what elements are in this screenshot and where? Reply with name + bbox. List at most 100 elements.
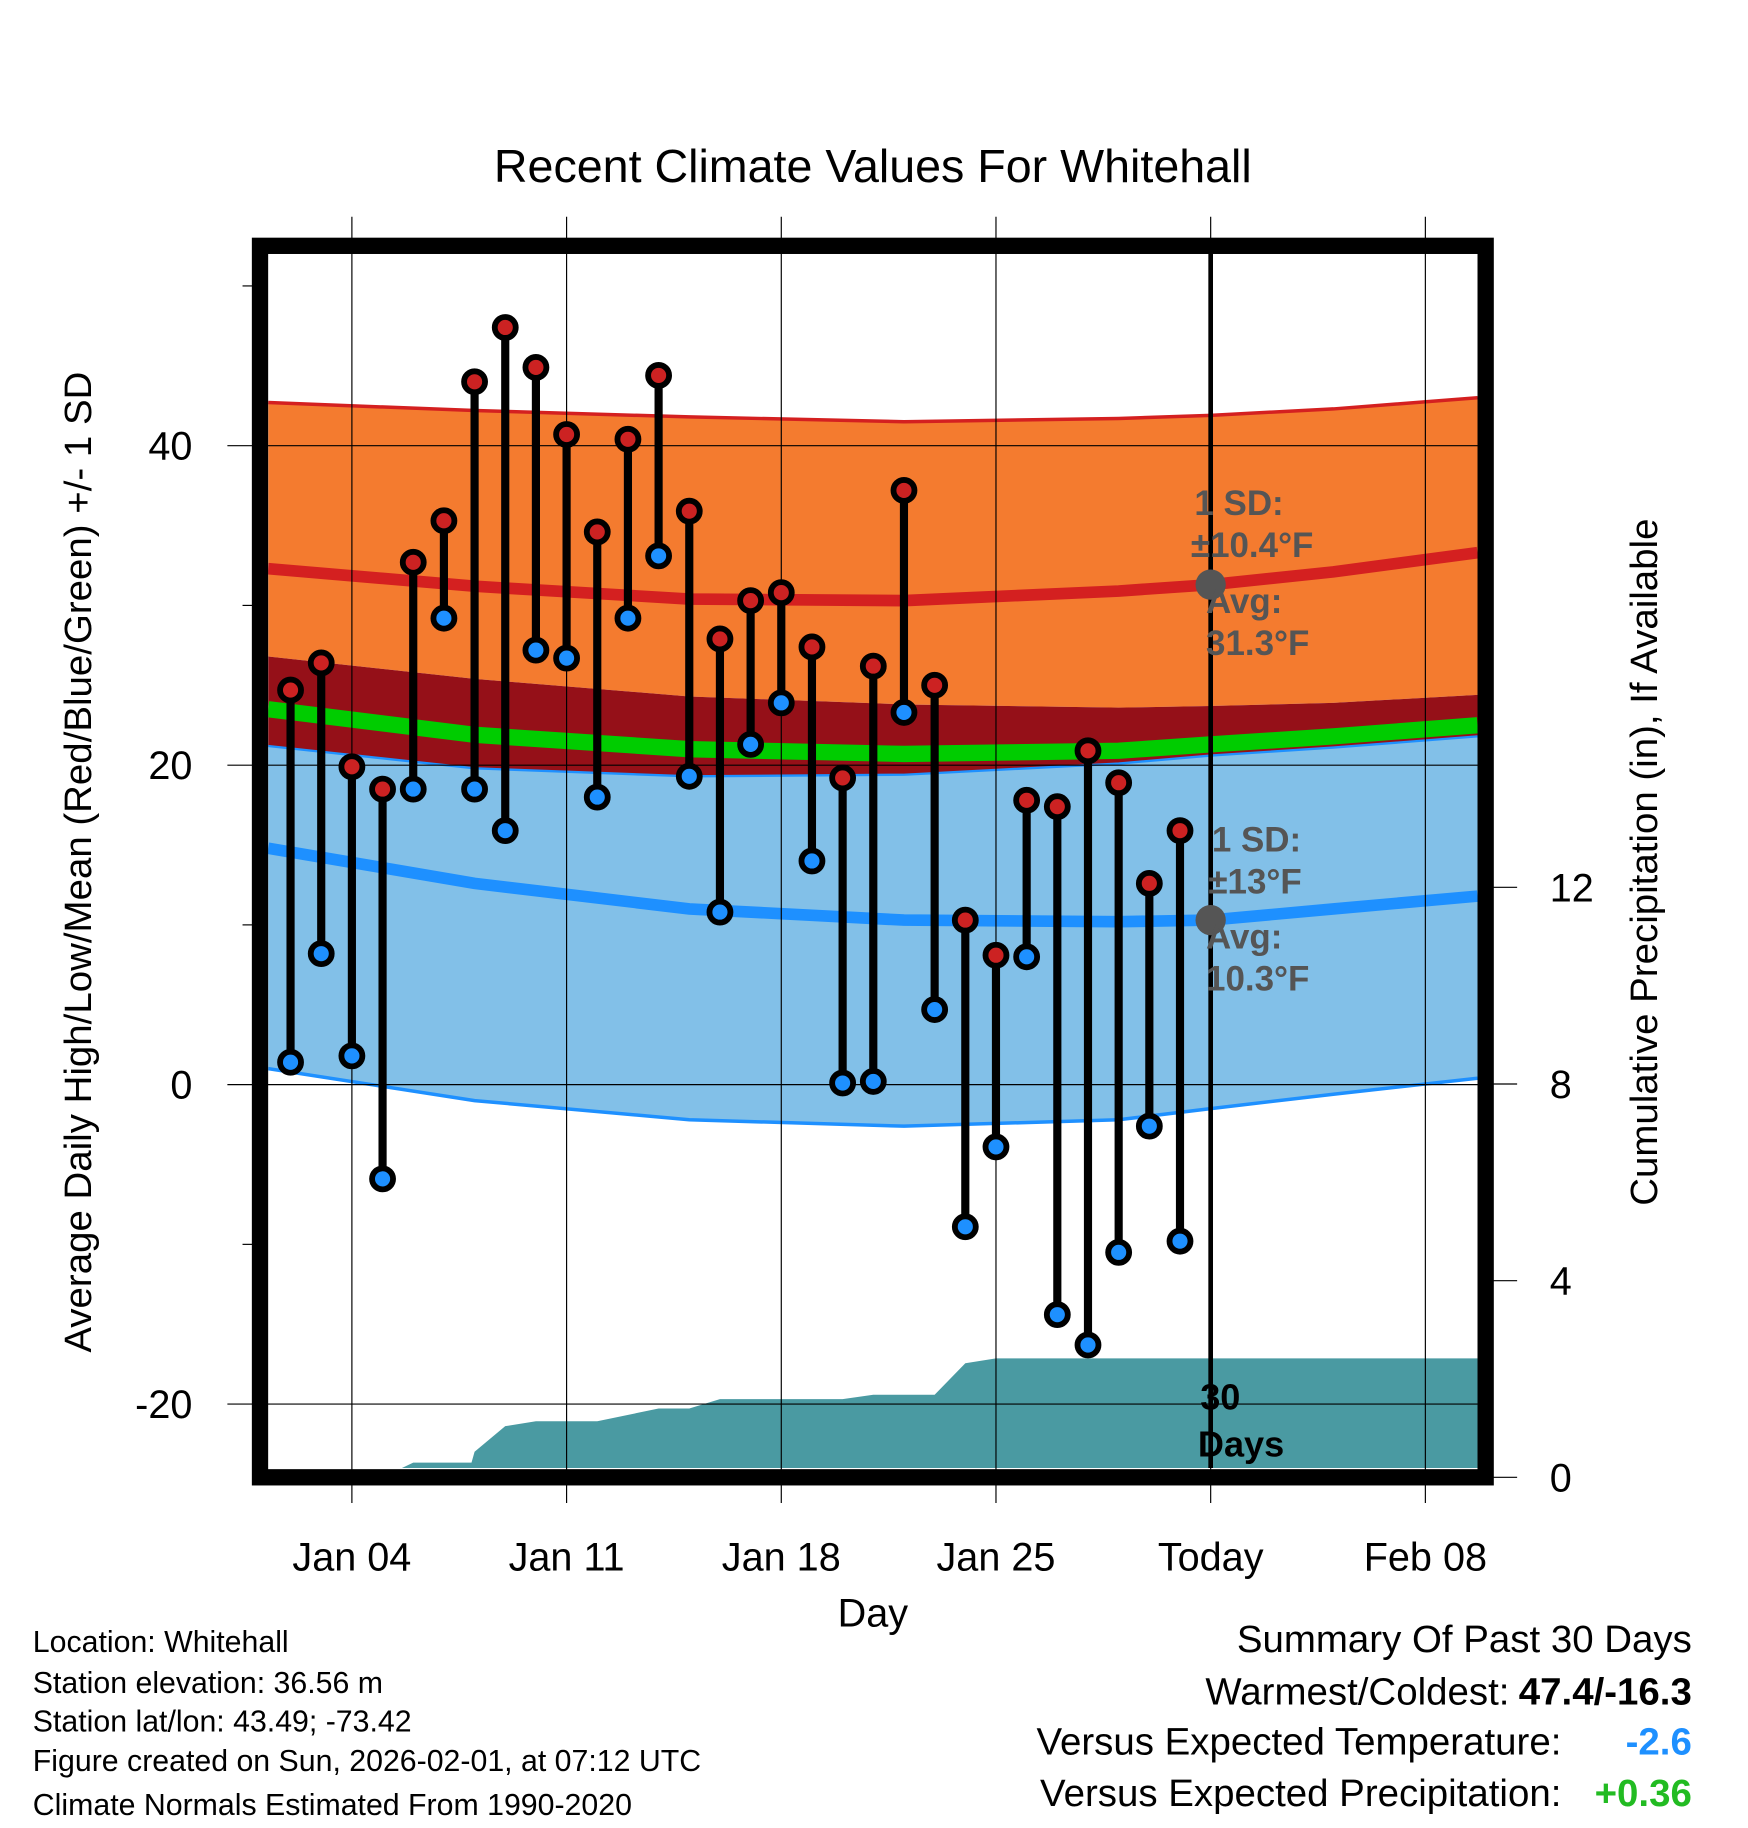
y2-axis-label: Cumulative Precipitation (in), If Availa… — [1623, 519, 1666, 1206]
low-sd-label: 1 SD: — [1212, 821, 1301, 860]
high-temp-point — [1074, 737, 1102, 765]
x-tick-label: Jan 11 — [509, 1536, 625, 1580]
y-axis-label: Average Daily High/Low/Mean (Red/Blue/Gr… — [57, 372, 100, 1353]
low-temp-point — [553, 644, 580, 672]
high-temp-point — [675, 497, 703, 525]
low-temp-point — [675, 762, 703, 790]
low-temp-point — [798, 847, 826, 875]
low-temp-point — [583, 783, 611, 811]
summary-warmest: Warmest/Coldest: 47.4/-16.3 — [1205, 1671, 1691, 1714]
temp-value: -2.6 — [1626, 1721, 1692, 1764]
high-temp-point — [982, 941, 1010, 969]
footer-elevation: Station elevation: 36.56 m — [33, 1667, 383, 1700]
low-temp-point — [277, 1048, 304, 1076]
y-tick-label: 40 — [148, 425, 192, 469]
high-temp-point — [553, 421, 580, 448]
footer: Location: Whitehall Station elevation: 3… — [33, 1626, 701, 1822]
footer-location: Location: Whitehall — [33, 1626, 289, 1659]
high-temp-point — [706, 625, 734, 653]
low-temp-point — [461, 775, 488, 803]
high-temp-point — [645, 361, 672, 389]
low-temp-point — [1105, 1238, 1133, 1266]
low-lower-line — [268, 1066, 1478, 1128]
high-temp-point — [737, 587, 765, 615]
y-tick-label: 20 — [148, 744, 192, 788]
data-marks — [277, 314, 1194, 1359]
summary-title: Summary Of Past 30 Days — [1237, 1618, 1692, 1661]
plot-frame — [251, 237, 1494, 1486]
low-temp-point — [921, 996, 949, 1023]
high-avg-label: Avg: — [1206, 582, 1282, 621]
x-tick-label: Today — [1158, 1536, 1264, 1580]
x-tick-label: Jan 18 — [722, 1536, 841, 1580]
warmest-label: Warmest/Coldest: — [1205, 1671, 1509, 1714]
high-temp-point — [399, 548, 427, 576]
low-temp-point — [430, 604, 458, 632]
y2-tick-label: 0 — [1550, 1456, 1572, 1500]
high-temp-point — [1166, 817, 1194, 845]
low-temp-point — [951, 1213, 979, 1241]
chart-title: Recent Climate Values For Whitehall — [494, 140, 1252, 192]
high-temp-point — [583, 518, 611, 546]
high-mean-line — [268, 546, 1478, 607]
footer-latlon: Station lat/lon: 43.49; -73.42 — [33, 1705, 412, 1738]
low-temp-point — [522, 636, 550, 664]
high-temp-point — [798, 633, 826, 661]
low-temp-point — [737, 730, 765, 758]
summary: Summary Of Past 30 Days Warmest/Coldest:… — [1036, 1618, 1691, 1815]
high-temp-point — [1043, 793, 1071, 821]
high-upper-line — [268, 396, 1478, 424]
y2-tick-label: 4 — [1550, 1260, 1572, 1304]
high-temp-point — [338, 753, 366, 781]
low-temp-point — [369, 1165, 396, 1193]
x-tick-label: Jan 04 — [292, 1536, 411, 1580]
low-temp-point — [1074, 1331, 1102, 1359]
days-label-text: Days — [1198, 1423, 1284, 1464]
precip-value: +0.36 — [1595, 1772, 1692, 1815]
high-temp-point — [307, 649, 335, 677]
mean-line — [268, 701, 1478, 763]
axes: Jan 04 Jan 11 Jan 18 Jan 25 Today Feb 0840200… — [135, 285, 1594, 1580]
footer-normals: Climate Normals Estimated From 1990-2020 — [33, 1789, 632, 1822]
low-mean-line — [268, 842, 1478, 928]
low-temp-point — [1013, 943, 1041, 971]
precip-label: Versus Expected Precipitation: — [1040, 1772, 1561, 1815]
footer-created: Figure created on Sun, 2026-02-01, at 07… — [33, 1745, 701, 1778]
low-temp-point — [399, 775, 427, 803]
low-upper-line — [268, 735, 1478, 778]
low-temp-point — [1043, 1301, 1071, 1329]
x-axis-label: Day — [838, 1591, 909, 1635]
x-tick-label: Feb 08 — [1364, 1536, 1487, 1580]
y2-tick-label: 12 — [1550, 866, 1594, 910]
high-temp-point — [614, 425, 642, 453]
low-temp-point — [890, 699, 918, 726]
low-temp-point — [338, 1042, 366, 1070]
high-temp-point — [767, 579, 795, 607]
low-avg-marker — [1195, 904, 1226, 936]
high-avg-marker — [1195, 569, 1226, 600]
low-temp-point — [767, 689, 795, 717]
temp-label: Versus Expected Temperature: — [1036, 1721, 1561, 1764]
high-temp-point — [951, 906, 979, 934]
high-temp-point — [461, 368, 488, 396]
high-temp-point — [522, 354, 550, 381]
high-temp-point — [859, 652, 887, 680]
cumulative-precip-area — [268, 1358, 1478, 1468]
low-temp-point — [307, 940, 335, 968]
high-temp-point — [921, 671, 949, 699]
low-sd-value: ±13°F — [1208, 863, 1301, 902]
high-avg-value: 31.3°F — [1206, 624, 1309, 663]
low-temp-point — [982, 1133, 1010, 1161]
high-temp-point — [430, 507, 458, 535]
high-temp-point — [890, 476, 918, 504]
annotations: 1 SD: ±10.4°F Avg: 31.3°F 1 SD: ±13°F Av… — [1191, 484, 1314, 1464]
low-temp-point — [859, 1068, 887, 1095]
high-temp-point — [491, 314, 519, 341]
y-tick-label: 0 — [170, 1064, 192, 1108]
high-temp-point — [1105, 769, 1133, 797]
low-avg-value: 10.3°F — [1206, 959, 1309, 998]
high-temp-point — [277, 676, 304, 704]
high-sd-value: ±10.4°F — [1191, 526, 1314, 565]
low-avg-label: Avg: — [1206, 917, 1282, 956]
y-tick-label: -20 — [135, 1383, 192, 1427]
